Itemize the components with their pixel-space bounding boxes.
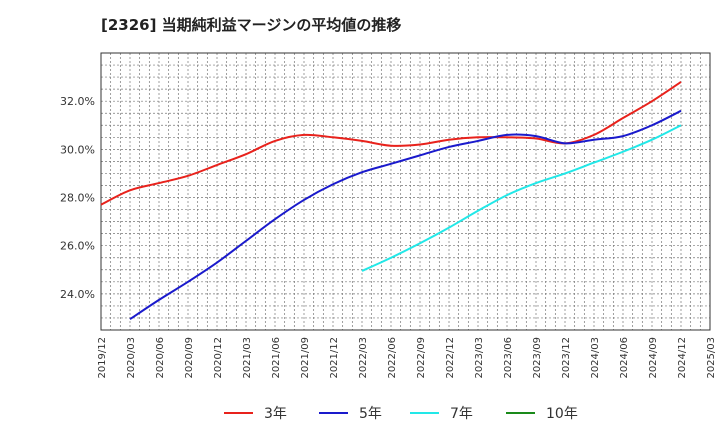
- y-tick-label: 32.0%: [60, 95, 95, 108]
- grid: [101, 53, 710, 330]
- legend: 3年 5年 7年 10年: [224, 406, 578, 422]
- x-tick-label: 2024/06: [619, 337, 630, 379]
- x-tick-label: 2022/06: [387, 337, 398, 379]
- x-tick-label: 2020/06: [155, 337, 166, 379]
- legend-label: 7年: [450, 406, 473, 422]
- x-tick-label: 2021/12: [329, 337, 340, 379]
- x-tick-label: 2025/03: [706, 337, 717, 379]
- x-tick-label: 2023/06: [503, 337, 514, 379]
- x-tick-label: 2020/09: [184, 337, 195, 379]
- x-tick-label: 2024/03: [590, 337, 601, 379]
- y-tick-label: 30.0%: [60, 143, 95, 156]
- x-tick-label: 2021/03: [242, 337, 253, 379]
- x-tick-label: 2022/09: [416, 337, 427, 379]
- x-tick-label: 2021/09: [300, 337, 311, 379]
- x-tick-label: 2022/12: [445, 337, 456, 379]
- legend-label: 10年: [546, 406, 578, 422]
- y-tick-label: 28.0%: [60, 192, 95, 205]
- x-tick-label: 2024/12: [677, 337, 688, 379]
- legend-label: 3年: [264, 406, 287, 422]
- series-lines: [100, 81, 682, 320]
- series-line-3年: [100, 81, 682, 206]
- legend-label: 5年: [359, 406, 382, 422]
- x-tick-label: 2024/09: [648, 337, 659, 379]
- x-tick-label: 2023/03: [474, 337, 485, 379]
- x-tick-label: 2022/03: [358, 337, 369, 379]
- x-tick-label: 2020/12: [213, 337, 224, 379]
- x-tick-label: 2023/12: [561, 337, 572, 379]
- x-tick-label: 2023/09: [532, 337, 543, 379]
- y-axis: 24.0% 26.0% 28.0% 30.0% 32.0%: [60, 95, 95, 301]
- y-tick-label: 24.0%: [60, 288, 95, 301]
- series-line-7年: [361, 124, 682, 272]
- chart-title: [2326] 当期純利益マージンの平均値の推移: [101, 16, 402, 34]
- x-tick-label: 2019/12: [97, 337, 108, 379]
- x-tick-label: 2021/06: [271, 337, 282, 379]
- x-tick-label: 2020/03: [126, 337, 137, 379]
- x-axis: 2019/12 2020/03 2020/06 2020/09 2020/12 2021/…: [97, 337, 717, 379]
- series-line-5年: [129, 109, 682, 320]
- plot-frame: [100, 52, 711, 331]
- y-tick-label: 26.0%: [60, 240, 95, 253]
